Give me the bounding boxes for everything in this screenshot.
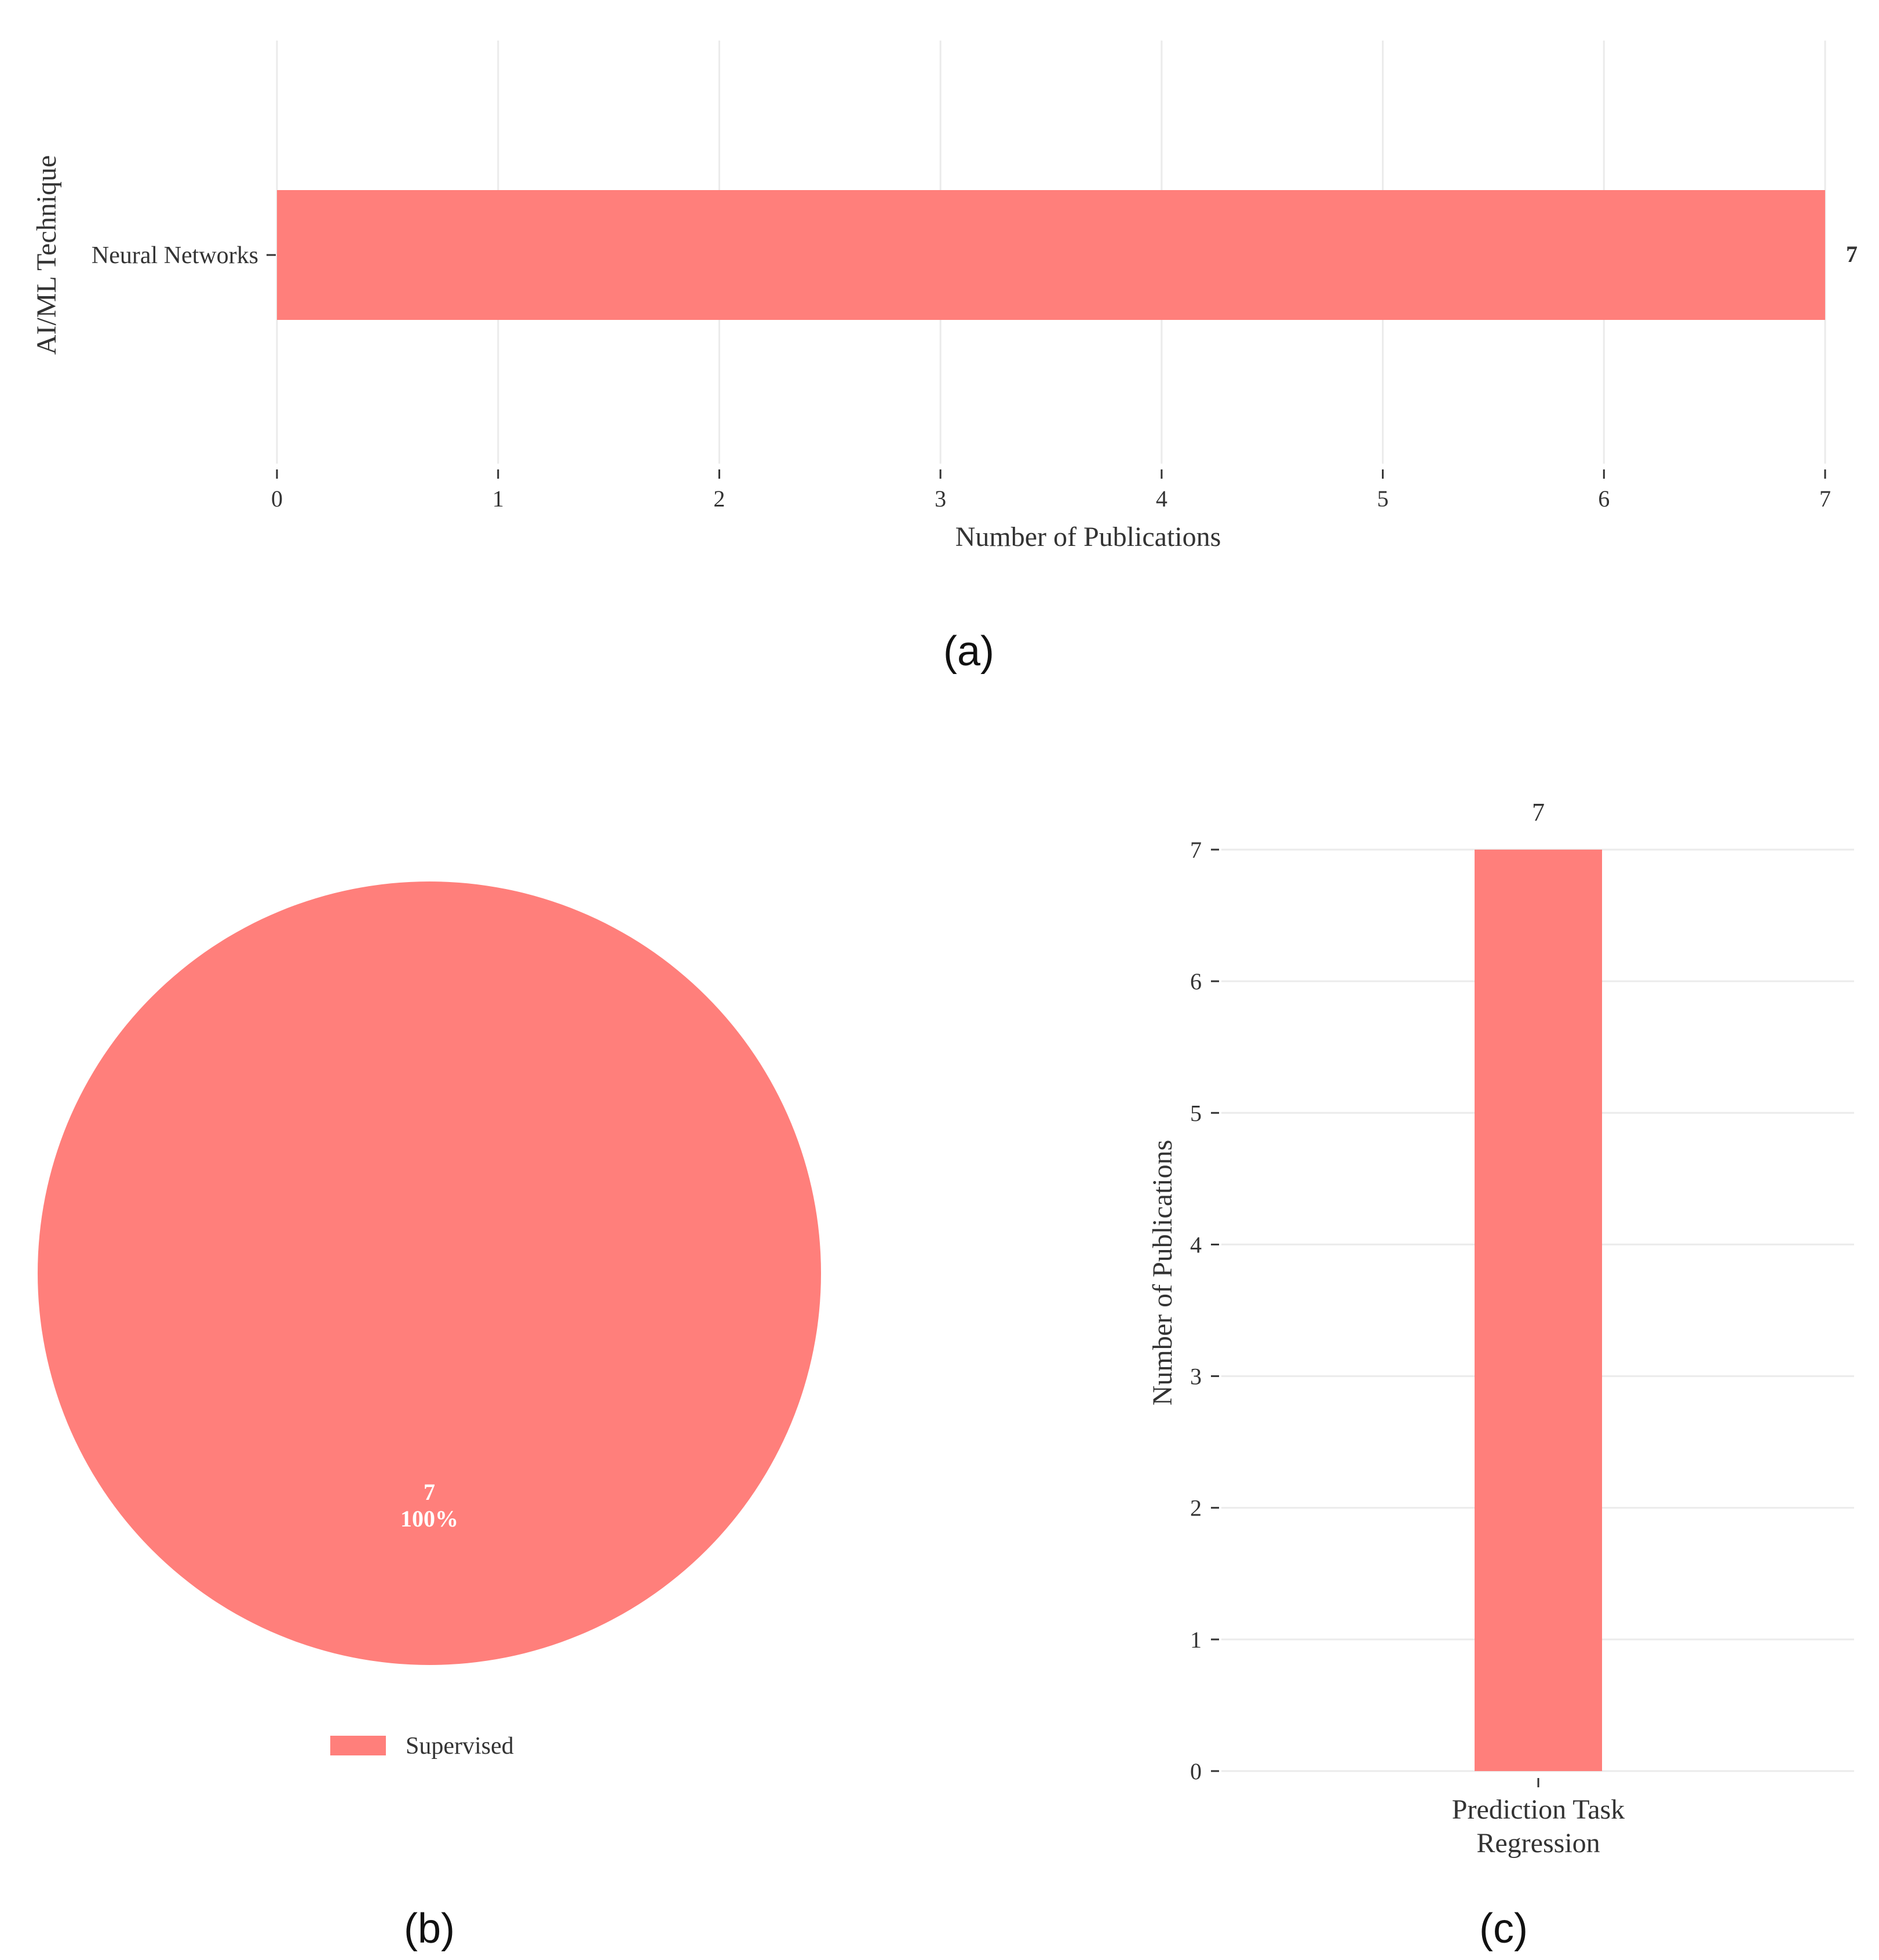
y-axis-title: Number of Publications (1147, 1140, 1178, 1406)
x-tick-label: 7 (1819, 486, 1831, 512)
x-axis-title: Number of Publications (955, 522, 1221, 552)
pie-slice-supervised (38, 881, 821, 1665)
x-tick-label: 0 (271, 486, 283, 512)
caption-a: (a) (943, 628, 994, 675)
y-tick-label: 3 (1190, 1364, 1202, 1390)
y-tick-label: 5 (1190, 1100, 1202, 1126)
x-tick-label: 6 (1598, 486, 1610, 512)
slice-percent-label: 100% (400, 1506, 458, 1532)
panel-a-category-axis: Neural Networks (92, 242, 276, 269)
legend-label-supervised: Supervised (406, 1733, 514, 1759)
y-tick-label: 4 (1190, 1232, 1202, 1258)
y-tick-label: 2 (1190, 1495, 1202, 1521)
bar-prediction-task-regression (1475, 850, 1602, 1771)
panel-c-bars: 7 (1475, 798, 1602, 1771)
panel-c-category-axis: Prediction Task Regression (1452, 1778, 1625, 1859)
y-tick-label: 7 (1190, 837, 1202, 863)
x-tick-label: 1 (492, 486, 504, 512)
category-label-line-2: Regression (1476, 1828, 1600, 1859)
y-axis-title: AI/ML Technique (31, 155, 62, 355)
slice-value-label: 7 (424, 1479, 435, 1505)
y-tick-label: 6 (1190, 968, 1202, 994)
legend: Supervised (330, 1733, 514, 1759)
bar-neural-networks (277, 190, 1825, 320)
caption-b: (b) (404, 1906, 455, 1952)
panel-b-pie-chart: 7 100% Supervised (b) (38, 881, 821, 1952)
x-tick-label: 5 (1377, 486, 1389, 512)
panel-c-bar-chart: 7 0 1 2 3 4 5 6 7 Prediction Task Regression Nu… (1147, 798, 1854, 1952)
panel-c-y-ticks: 0 1 2 3 4 5 6 7 (1190, 837, 1219, 1784)
panel-a-bar-chart: 7 Neural Networks 0 1 2 3 4 5 6 7 Number of Pub… (31, 41, 1858, 675)
panel-a-bars: 7 (277, 190, 1858, 320)
caption-c: (c) (1479, 1906, 1528, 1952)
panel-a-x-ticks: 0 1 2 3 4 5 6 7 (271, 469, 1831, 512)
category-label-line-1: Prediction Task (1452, 1794, 1625, 1825)
x-tick-label: 3 (935, 486, 946, 512)
legend-key-supervised (330, 1736, 386, 1755)
y-tick-label: 1 (1190, 1627, 1202, 1653)
x-tick-label: 4 (1156, 486, 1167, 512)
x-tick-label: 2 (713, 486, 725, 512)
bar-data-label: 7 (1846, 241, 1858, 267)
y-tick-label: 0 (1190, 1758, 1202, 1784)
bar-data-label: 7 (1532, 798, 1545, 826)
category-label: Neural Networks (92, 242, 258, 269)
